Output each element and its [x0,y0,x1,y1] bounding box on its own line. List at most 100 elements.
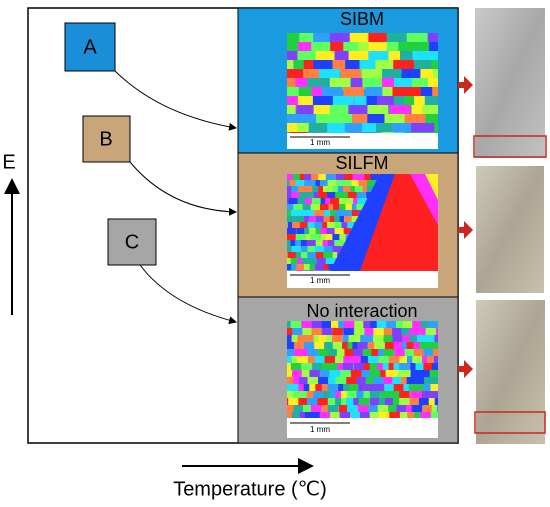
grain [304,174,314,181]
grain [310,234,320,243]
grain [339,198,349,207]
arrow [458,76,473,94]
grain [360,356,372,363]
grain [354,186,364,195]
grain [421,123,438,133]
grain [307,398,318,406]
grain [348,51,370,62]
grain [415,391,426,399]
grain [305,412,316,418]
grain [389,105,411,116]
grain [303,342,315,351]
grain [437,321,438,330]
grain [299,192,309,201]
grain [435,328,438,337]
grain [347,222,357,229]
grain [308,123,330,133]
box-a [64,22,116,72]
grain [399,356,410,365]
grain [327,405,339,415]
grain [319,69,340,79]
grain [334,216,344,224]
grain [340,370,351,380]
grain [323,264,333,271]
grain [331,321,342,332]
grain [314,356,326,366]
grain [404,370,415,378]
grain [351,180,361,188]
grain [431,405,438,413]
grain [309,228,319,235]
grain [369,412,381,418]
grain [290,240,300,248]
grain [287,105,296,116]
grain [414,412,425,418]
grain [347,192,357,201]
grain [318,349,329,358]
grain [425,114,438,124]
grain [356,192,366,201]
grain [401,377,412,385]
grain [433,356,438,365]
grain [290,210,300,217]
grain [351,370,362,381]
grain [404,349,416,359]
grain [291,356,302,366]
grain [413,342,424,351]
grain [432,87,438,97]
grain [332,186,342,195]
grain [295,216,305,225]
grain [326,132,347,133]
grain [304,228,314,235]
scale-label: 1 mm [310,425,330,434]
grain [383,335,394,343]
grain [422,391,433,399]
grain [328,240,338,249]
grain [318,335,329,345]
grain [370,370,381,378]
grain [297,210,307,219]
grain [321,270,331,271]
grain [393,398,404,407]
grain [311,328,322,337]
grain [312,96,334,106]
grain [396,321,407,329]
grain [317,398,328,406]
grain [292,174,302,181]
grain [301,246,311,253]
grain [297,198,307,205]
grain [346,377,357,386]
grain [308,216,318,224]
grain [412,42,434,53]
grain [351,356,362,364]
grain [325,174,335,183]
box-b [82,115,131,163]
box-c [107,218,157,266]
highlight [473,135,547,158]
grain [335,377,346,387]
grain [399,363,410,373]
grain [402,321,414,329]
grain [376,321,388,331]
grain [307,377,318,386]
grain [433,69,438,80]
grain [385,370,396,380]
grain [288,198,298,205]
grain [386,321,397,331]
grain [423,384,434,394]
grain [299,349,311,360]
grain [391,391,402,400]
panel-title: SILFM [335,153,388,173]
grain [398,42,420,53]
arrow [458,221,473,239]
grain [295,180,305,189]
grain [401,328,412,337]
grain [416,335,428,344]
grain [287,186,293,193]
grain [323,186,333,193]
grain [287,78,303,90]
grain [420,412,431,418]
grain [287,321,294,330]
grain [336,180,346,187]
grain [292,270,302,271]
